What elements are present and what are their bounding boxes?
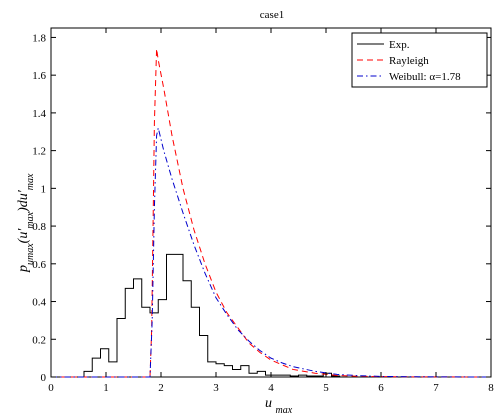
y-axis-label-part-6: )du [16, 193, 31, 213]
y-tick-label-0: 0 [41, 372, 47, 384]
y-tick-label-3: 0.6 [32, 259, 46, 271]
y-axis-label-part-4: ′ [16, 228, 31, 232]
y-axis-label-part-1: u [25, 260, 36, 265]
x-tick-label-6: 6 [378, 382, 384, 394]
y-tick-label-6: 1.2 [32, 146, 46, 158]
x-tick-label-1: 1 [103, 382, 109, 394]
series-1 [51, 48, 492, 378]
series-2 [51, 127, 492, 378]
x-tick-label-5: 5 [323, 382, 329, 394]
y-axis-label-part-5: max [25, 211, 36, 228]
x-tick-label-0: 0 [48, 382, 54, 394]
x-tick-label-4: 4 [268, 382, 274, 394]
y-tick-label-7: 1.4 [32, 108, 46, 120]
x-axis-label-sub: max [276, 405, 293, 416]
y-tick-label-2: 0.4 [32, 297, 46, 309]
legend-box [351, 32, 488, 88]
y-tick-label-8: 1.6 [32, 70, 46, 82]
x-tick-label-2: 2 [158, 382, 164, 394]
y-axis-label-part-8: max [25, 173, 36, 190]
y-axis-label-part-3: (u [16, 232, 31, 244]
y-axis-label-part-0: p [16, 265, 31, 273]
x-tick-label-8: 8 [488, 382, 494, 394]
x-tick-label-7: 7 [433, 382, 439, 394]
series-0 [51, 253, 491, 378]
y-tick-label-5: 1 [41, 183, 47, 195]
legend-label-0: Exp. [389, 39, 410, 51]
tick-layer: 0 1 2 3 4 5 6 7 8 0 0.2 0.4 0.6 0.8 1 1.2 1.4 1.6 1.8 [32, 28, 494, 394]
x-axis-label: u max [265, 396, 293, 416]
y-tick-label-9: 1.8 [32, 32, 46, 44]
x-axis-label-main: u [265, 396, 272, 411]
y-axis-label-part-2: max [25, 243, 36, 260]
y-axis-label-part-7: ′ [16, 189, 31, 193]
chart-title: case1 [260, 9, 284, 21]
y-axis-label: pumax(u′max)du′max [16, 173, 36, 273]
y-tick-label-1: 0.2 [32, 334, 46, 346]
legend-label-2: Weibull: α=1.78 [389, 71, 461, 83]
series-layer [51, 48, 492, 378]
legend: Exp. Rayleigh Weibull: α=1.78 [351, 32, 488, 88]
legend-label-1: Rayleigh [389, 55, 429, 67]
y-tick-label-4: 0.8 [32, 221, 46, 233]
x-tick-label-3: 3 [213, 382, 219, 394]
